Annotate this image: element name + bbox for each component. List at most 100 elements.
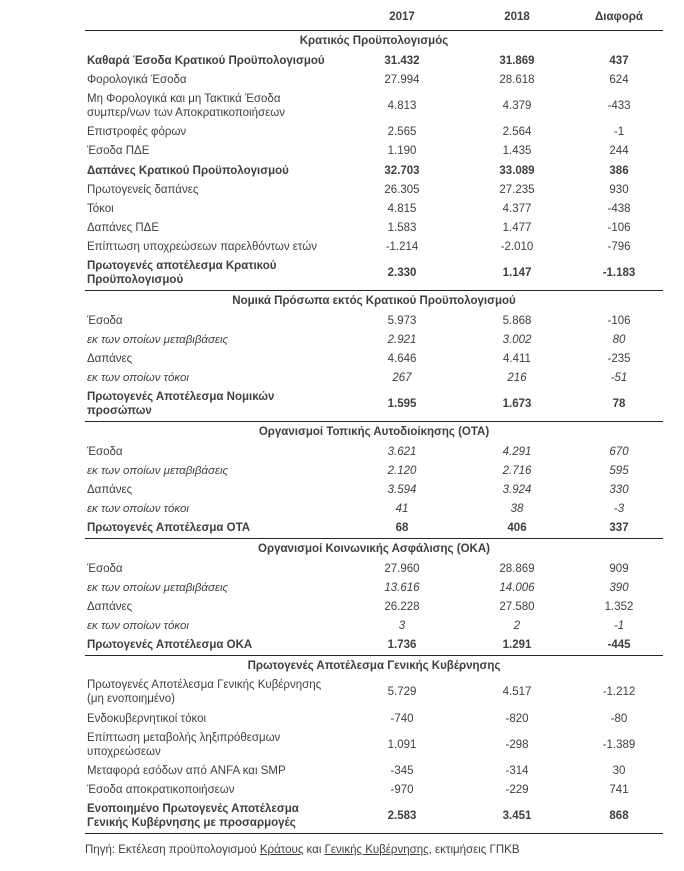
value-2018: -2.010 xyxy=(500,241,534,254)
table-row: Μεταφορά εσόδων από ANFA και SMP -345 -314… xyxy=(85,761,663,780)
value-diff: 670 xyxy=(609,445,629,458)
row-label: Μεταφορά εσόδων από ANFA και SMP xyxy=(87,765,286,778)
row-label: εκ των οποίων μεταβιβάσεις xyxy=(87,581,229,594)
row-label: Έσοδα xyxy=(87,314,123,327)
value-2018: 216 xyxy=(507,372,527,385)
value-2018: -314 xyxy=(505,765,529,778)
value-2017: 1.583 xyxy=(387,222,417,235)
section-title: Νομικά Πρόσωπα εκτός Κρατικού Προϋπολογι… xyxy=(85,290,663,312)
value-2018: -820 xyxy=(505,712,529,725)
table-row: Δαπάνες ΠΔΕ 1.583 1.477 -106 xyxy=(85,219,663,238)
section-title-row: Οργανισμοί Κοινωνικής Ασφάλισης (ΟΚΑ) xyxy=(85,537,663,559)
value-diff: 244 xyxy=(609,145,629,158)
source-link-general-government[interactable]: Γενικής Κυβέρνησης xyxy=(324,844,429,856)
table-row: Καθαρά Έσοδα Κρατικού Προϋπολογισμού 31.4… xyxy=(85,51,663,70)
row-label: Φορολογικά Έσοδα xyxy=(87,73,187,86)
table-row: Ενοποιημένο Πρωτογενές Αποτέλεσμα Γενική… xyxy=(85,800,663,834)
value-2017: 1.595 xyxy=(387,398,417,411)
value-2018: 3.451 xyxy=(502,810,532,823)
table-row: εκ των οποίων μεταβιβάσεις 2.921 3.002 80 xyxy=(85,330,663,349)
value-2018: 27.235 xyxy=(499,183,535,196)
section-title: Οργανισμοί Τοπικής Αυτοδιοίκησης (ΟΤΑ) xyxy=(85,421,663,442)
table-row: Επιστροφές φόρων 2.565 2.564 -1 xyxy=(85,123,663,142)
value-2017: 26.228 xyxy=(384,600,420,613)
source-note: Πηγή: Εκτέλεση προϋπολογισμού Κράτους κα… xyxy=(85,843,663,857)
value-diff: 78 xyxy=(612,398,626,411)
row-label: εκ των οποίων τόκοι xyxy=(87,620,189,633)
value-2017: 27.960 xyxy=(384,562,420,575)
row-label: Ενοποιημένο Πρωτογενές Αποτέλεσμα Γενική… xyxy=(87,803,299,830)
value-2017: 3 xyxy=(398,620,406,633)
row-label: Τόκοι xyxy=(87,202,114,215)
value-2018: 4.291 xyxy=(502,445,532,458)
row-label: εκ των οποίων τόκοι xyxy=(87,503,189,516)
row-label: Έσοδα αποκρατικοποιήσεων xyxy=(87,784,235,797)
value-2018: 4.379 xyxy=(502,99,532,112)
value-2017: 4.815 xyxy=(387,202,417,215)
table-row: Φορολογικά Έσοδα 27.994 28.618 624 xyxy=(85,70,663,89)
table-row: Έσοδα 5.973 5.868 -106 xyxy=(85,311,663,330)
value-diff: -235 xyxy=(607,353,631,366)
value-2017: 2.565 xyxy=(387,126,417,139)
value-2017: 5.973 xyxy=(387,314,417,327)
table-row: εκ των οποίων τόκοι 3 2 -1 xyxy=(85,617,663,636)
section-title: Οργανισμοί Κοινωνικής Ασφάλισης (ΟΚΑ) xyxy=(85,537,663,559)
value-diff: -438 xyxy=(607,202,631,215)
table-row: Πρωτογενές Αποτέλεσμα Νομικών προσώπων 1.… xyxy=(85,388,663,422)
value-2018: 4.517 xyxy=(502,686,532,699)
table-row: Δαπάνες 4.646 4.411 -235 xyxy=(85,349,663,368)
row-label: Δαπάνες ΠΔΕ xyxy=(87,222,160,235)
value-2018: 5.868 xyxy=(502,314,532,327)
table-row: Επίπτωση μεταβολής ληξιπρόθεσμων υποχρεώ… xyxy=(85,728,663,761)
value-diff: 437 xyxy=(609,54,629,67)
table-row: Έσοδα 3.621 4.291 670 xyxy=(85,442,663,461)
value-diff: -445 xyxy=(607,639,631,652)
table-row: Επίπτωση υποχρεώσεων παρελθόντων ετών -1.… xyxy=(85,238,663,257)
value-2018: 3.924 xyxy=(502,483,532,496)
value-diff: 624 xyxy=(609,73,629,86)
row-label: Καθαρά Έσοδα Κρατικού Προϋπολογισμού xyxy=(87,54,325,67)
table-row: Ενδοκυβερνητικοί τόκοι -740 -820 -80 xyxy=(85,709,663,728)
source-note-prefix: Πηγή: Εκτέλεση προϋπολογισμού xyxy=(85,844,260,856)
value-2018: -229 xyxy=(505,784,529,797)
value-2017: 1.091 xyxy=(387,738,417,751)
value-diff: -80 xyxy=(610,712,628,725)
value-2018: 4.411 xyxy=(503,353,531,366)
value-2017: 2.120 xyxy=(387,464,417,477)
source-note-suffix: , εκτιμήσεις ΓΠΚΒ xyxy=(428,844,520,856)
source-note-connector: και xyxy=(303,844,325,856)
row-label: Πρωτογενές Αποτέλεσμα ΟΤΑ xyxy=(87,522,251,535)
value-2017: 1.736 xyxy=(387,639,417,652)
value-2018: 28.869 xyxy=(499,562,535,575)
table-row: εκ των οποίων μεταβιβάσεις 13.616 14.006 39… xyxy=(85,578,663,597)
value-2017: 3.594 xyxy=(387,483,417,496)
section-title: Κρατικός Προϋπολογισμός xyxy=(85,30,663,51)
row-label: Δαπάνες xyxy=(87,600,133,613)
section-title-row: Πρωτογενές Αποτέλεσμα Γενικής Κυβέρνησης xyxy=(85,654,663,676)
table-row: Δαπάνες 26.228 27.580 1.352 xyxy=(85,597,663,616)
row-label: Ενδοκυβερνητικοί τόκοι xyxy=(87,712,207,725)
table-row: Δαπάνες 3.594 3.924 330 xyxy=(85,480,663,499)
value-diff: 30 xyxy=(612,765,626,778)
section-title-row: Κρατικός Προϋπολογισμός xyxy=(85,30,663,51)
table-row: Δαπάνες Κρατικού Προϋπολογισμού 32.703 33.… xyxy=(85,161,663,180)
table-row: Πρωτογενείς δαπάνες 26.305 27.235 930 xyxy=(85,180,663,199)
value-2018: 28.618 xyxy=(499,73,535,86)
source-link-state-budget[interactable]: Κράτους xyxy=(259,844,304,856)
table-row: εκ των οποίων τόκοι 41 38 -3 xyxy=(85,500,663,519)
row-label: Επίπτωση υποχρεώσεων παρελθόντων ετών xyxy=(87,241,318,254)
value-diff: -1.389 xyxy=(602,738,636,751)
row-label: Πρωτογενές αποτέλεσμα Κρατικού Προϋπολογ… xyxy=(87,260,277,287)
table-row: Έσοδα αποκρατικοποιήσεων -970 -229 741 xyxy=(85,781,663,800)
value-2018: 1.477 xyxy=(502,222,532,235)
value-2018: 38 xyxy=(510,503,524,516)
row-label: Έσοδα xyxy=(87,562,123,575)
value-diff: -1.212 xyxy=(602,686,636,699)
value-diff: 930 xyxy=(609,183,629,196)
value-2017: -740 xyxy=(390,712,414,725)
value-diff: 741 xyxy=(609,784,629,797)
empty-header-cell xyxy=(85,7,345,31)
value-diff: -106 xyxy=(607,222,631,235)
row-label: εκ των οποίων τόκοι xyxy=(87,372,189,385)
row-label: Επίπτωση μεταβολής ληξιπρόθεσμων υποχρεώ… xyxy=(87,731,281,758)
